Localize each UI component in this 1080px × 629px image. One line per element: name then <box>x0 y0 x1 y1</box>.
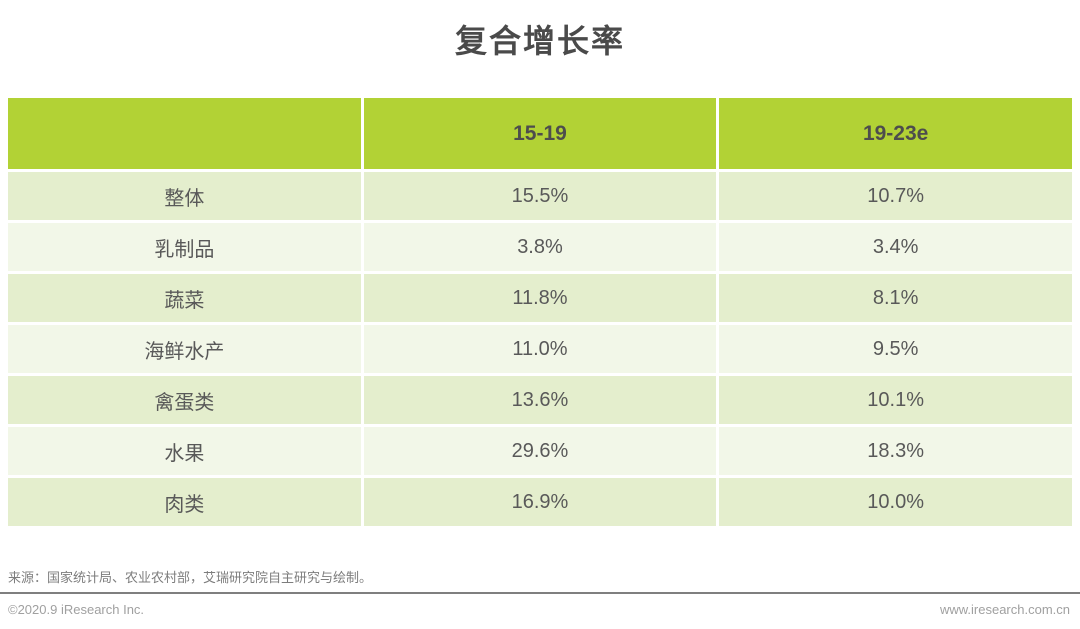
header-cell-15-19: 15-19 <box>363 98 717 169</box>
header-cell-empty <box>8 98 361 169</box>
table-row: 禽蛋类 13.6% 10.1% <box>8 376 1072 424</box>
row-label: 禽蛋类 <box>8 376 361 424</box>
table-header-row: 15-19 19-23e <box>8 98 1072 169</box>
cell-15-19: 29.6% <box>363 427 717 475</box>
row-label: 水果 <box>8 427 361 475</box>
row-label: 蔬菜 <box>8 274 361 322</box>
growth-rate-table: 15-19 19-23e 整体 15.5% 10.7% 乳制品 3.8% 3.4… <box>5 95 1075 529</box>
table-row: 蔬菜 11.8% 8.1% <box>8 274 1072 322</box>
row-label: 整体 <box>8 172 361 220</box>
cell-15-19: 11.0% <box>363 325 717 373</box>
table-row: 整体 15.5% 10.7% <box>8 172 1072 220</box>
footer-bar: ©2020.9 iResearch Inc. www.iresearch.com… <box>8 602 1070 617</box>
cell-19-23e: 10.7% <box>719 172 1072 220</box>
page-title: 复合增长率 <box>454 23 625 59</box>
website-url: www.iresearch.com.cn <box>939 602 1070 617</box>
cell-15-19: 16.9% <box>363 478 717 526</box>
table-row: 乳制品 3.8% 3.4% <box>8 223 1072 271</box>
row-label: 海鲜水产 <box>8 325 361 373</box>
cell-19-23e: 10.1% <box>719 376 1072 424</box>
copyright-text: ©2020.9 iResearch Inc. <box>8 602 145 617</box>
cell-19-23e: 8.1% <box>719 274 1072 322</box>
cell-15-19: 15.5% <box>363 172 717 220</box>
cell-19-23e: 10.0% <box>719 478 1072 526</box>
table-row: 海鲜水产 11.0% 9.5% <box>8 325 1072 373</box>
cell-15-19: 3.8% <box>363 223 717 271</box>
row-label: 乳制品 <box>8 223 361 271</box>
table-row: 肉类 16.9% 10.0% <box>8 478 1072 526</box>
table-row: 水果 29.6% 18.3% <box>8 427 1072 475</box>
source-note: 来源：国家统计局、农业农村部，艾瑞研究院自主研究与绘制。 <box>8 570 373 585</box>
cell-19-23e: 18.3% <box>719 427 1072 475</box>
cell-19-23e: 3.4% <box>719 223 1072 271</box>
cell-15-19: 11.8% <box>363 274 717 322</box>
cell-19-23e: 9.5% <box>719 325 1072 373</box>
cell-15-19: 13.6% <box>363 376 717 424</box>
row-label: 肉类 <box>8 478 361 526</box>
header-cell-19-23e: 19-23e <box>719 98 1072 169</box>
footer-divider <box>0 592 1080 594</box>
